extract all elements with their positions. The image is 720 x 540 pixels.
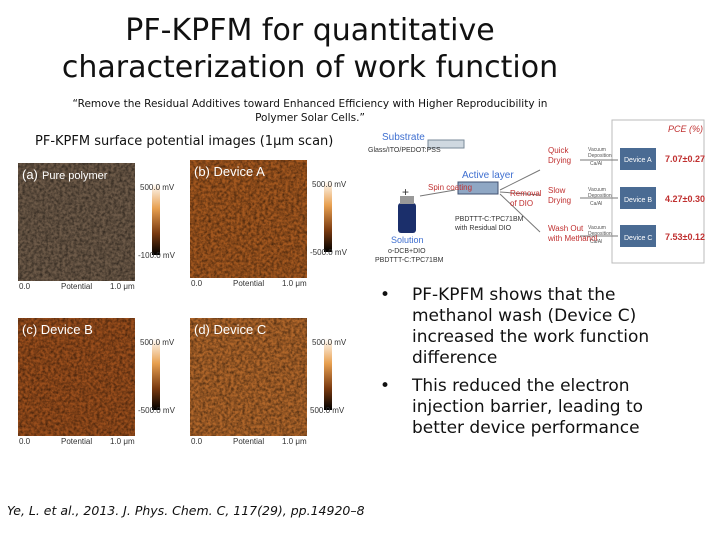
active-layer: Active layer: [462, 170, 514, 181]
deposition: Vacuum: [588, 225, 606, 231]
arrows: [419, 159, 618, 237]
scale-bottom: -500.0 mV: [310, 248, 348, 257]
schematic: Substrate Glass/ITO/PEDOT:PSS + Solution…: [368, 119, 705, 264]
deposition: Ca/Al: [590, 161, 602, 167]
citation: Ye, L. et al., 2013. J. Phys. Chem. C, 1…: [7, 503, 365, 518]
panel-label: (a): [22, 167, 38, 182]
removal-detail: of DIO: [510, 199, 533, 208]
removal: Removal: [510, 189, 542, 198]
panel-label: (b) Device A: [194, 164, 265, 179]
x-label: Potential: [233, 437, 264, 446]
afm-texture: [190, 160, 307, 278]
x-end: 1.0 μm: [282, 279, 307, 288]
afm-texture: [18, 318, 135, 436]
x-end: 1.0 μm: [110, 437, 135, 446]
x-start: 0.0: [19, 282, 31, 291]
x-end: 1.0 μm: [110, 282, 135, 291]
device-label: Device A: [624, 157, 652, 164]
deposition: Vacuum: [588, 147, 606, 153]
quote: “Remove the Residual Additives toward En…: [72, 98, 548, 124]
substrate-label: Substrate: [382, 132, 425, 143]
afm-panels: (a) Pure polymer 500.0 mV -100.0 mV 0.0 Poten…: [18, 160, 348, 446]
film-detail: with Residual DIO: [454, 225, 512, 232]
spin-coating: Spin coating: [428, 183, 472, 192]
deposition: Deposition: [588, 231, 612, 237]
solvent: o-DCB+DIO: [388, 248, 426, 255]
x-end: 1.0 μm: [282, 437, 307, 446]
title: PF-KPFM for quantitative characterizatio…: [61, 13, 559, 85]
panel-label: (d) Device C: [194, 322, 266, 337]
scale-top: 500.0 mV: [312, 338, 347, 347]
afm-texture: [190, 318, 307, 436]
x-label: Potential: [61, 437, 92, 446]
deposition: Deposition: [588, 193, 612, 199]
images-caption: PF-KPFM surface potential images (1μm sc…: [35, 134, 334, 149]
x-start: 0.0: [191, 279, 203, 288]
route-step: with Methanol: [547, 234, 598, 243]
colorbar: [324, 180, 332, 252]
blend: PBDTTT-C:TPC71BM: [375, 257, 444, 264]
scale-top: 500.0 mV: [140, 183, 175, 192]
afm-texture: [18, 163, 135, 281]
scale-bottom: 500.0 mV: [310, 406, 345, 415]
plus: +: [402, 185, 409, 199]
panel-sample: Pure polymer: [42, 170, 108, 182]
route-step: Wash Out: [548, 224, 584, 233]
pce-value: 7.53±0.12: [665, 232, 705, 242]
film-shape: [457, 181, 499, 195]
scale-top: 500.0 mV: [312, 180, 347, 189]
device-label: Device B: [624, 197, 652, 204]
x-start: 0.0: [191, 437, 203, 446]
colorbar: [152, 183, 160, 255]
x-label: Potential: [61, 282, 92, 291]
bullet: This reduced the electron injection barr…: [378, 376, 698, 439]
pce-value: 4.27±0.30: [665, 194, 705, 204]
device-box: [620, 187, 656, 209]
substrate-shape: [427, 139, 465, 149]
substrate-detail: Glass/ITO/PEDOT:PSS: [368, 147, 441, 154]
colorbar: [152, 338, 160, 410]
panel-label: (c) Device B: [22, 322, 93, 337]
x-start: 0.0: [19, 437, 31, 446]
colorbar: [324, 338, 332, 410]
x-label: Potential: [233, 279, 264, 288]
scale-bottom: -100.0 mV: [138, 251, 176, 260]
scale-bottom: -500.0 mV: [138, 406, 176, 415]
route-step: Quick: [548, 146, 569, 155]
film-label: PBDTTT-C:TPC71BM: [455, 216, 524, 223]
route-step: Drying: [548, 156, 571, 165]
bullet-list: PF-KPFM shows that the methanol wash (De…: [378, 285, 698, 446]
vial: [398, 203, 416, 233]
pce-value: 7.07±0.27: [665, 154, 705, 164]
deposition: Ca/Al: [590, 201, 602, 207]
deposition: Deposition: [588, 153, 612, 159]
route-step: Slow: [548, 186, 566, 195]
device-box: [620, 225, 656, 247]
deposition: Ca/Al: [590, 239, 602, 245]
scale-top: 500.0 mV: [140, 338, 175, 347]
device-box: [620, 148, 656, 170]
device-label: Device C: [624, 235, 652, 242]
bullet: PF-KPFM shows that the methanol wash (De…: [378, 285, 698, 369]
vial-cap: [400, 196, 414, 204]
deposition: Vacuum: [588, 187, 606, 193]
pce-header: PCE (%): [668, 124, 703, 134]
solution-label: Solution: [391, 235, 424, 245]
route-step: Drying: [548, 196, 571, 205]
